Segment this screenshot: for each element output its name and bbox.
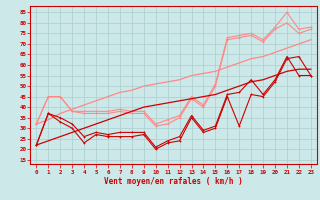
X-axis label: Vent moyen/en rafales ( km/h ): Vent moyen/en rafales ( km/h ): [104, 177, 243, 186]
